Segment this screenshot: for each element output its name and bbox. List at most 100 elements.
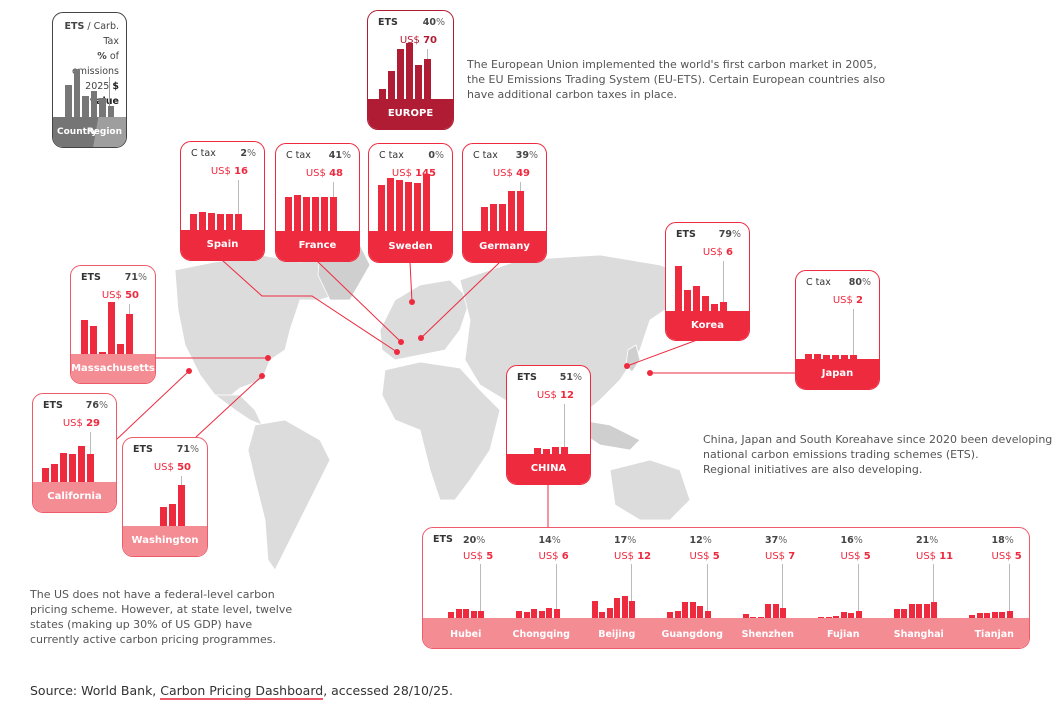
germany-label: Germany — [463, 231, 546, 262]
guangdong-price: US$ 5 — [690, 551, 720, 562]
europe-value-leader — [427, 49, 428, 60]
south-america — [247, 419, 331, 571]
washington-bar-1 — [160, 506, 167, 526]
source-link[interactable]: Carbon Pricing Dashboard — [160, 683, 324, 700]
sweden-pct-value: 0 — [428, 150, 435, 161]
france-price-value: 48 — [329, 168, 343, 179]
chongqing-bars — [423, 578, 1029, 618]
legend-year: 2025 — [85, 81, 113, 92]
china-bars — [507, 374, 590, 454]
beijing-pct-sign: % — [627, 535, 637, 546]
legend-pct-rest: of emissions — [71, 51, 119, 77]
chongqing-bar-6 — [553, 609, 560, 618]
washington-dot — [259, 373, 265, 379]
massachusetts-price: US$ 50 — [102, 290, 139, 301]
tianjan-emissions-share: 18% — [992, 535, 1014, 546]
california-box: ETS 76% US$ 29 California — [32, 393, 117, 513]
japan-pct-value: 80 — [848, 277, 862, 288]
sweden-dot — [409, 299, 415, 305]
tianjan-bar-5 — [999, 611, 1005, 618]
guangdong-pct-value: 12 — [689, 535, 703, 546]
hubei-value-leader — [480, 564, 481, 611]
africa — [381, 361, 501, 501]
shanghai-bar-3 — [908, 604, 915, 618]
china-bar-3 — [552, 446, 559, 454]
beijing-price-value: 12 — [637, 551, 652, 562]
california-bar-5 — [78, 445, 85, 482]
tianjan-bar-4 — [991, 611, 998, 618]
spain-currency: US$ — [210, 166, 235, 177]
spain-box: C tax 2% US$ 16 Spain — [180, 141, 265, 261]
massachusetts-currency: US$ — [101, 290, 126, 301]
fujian-bar-5 — [848, 612, 854, 618]
chongqing-bar-5 — [546, 607, 552, 618]
germany-bar-4 — [508, 190, 515, 231]
washington-scheme-type: ETS — [133, 444, 153, 455]
hubei-currency: US$ — [463, 551, 487, 562]
massachusetts-scheme-type: ETS — [81, 272, 101, 283]
europe-bar-1 — [379, 89, 386, 99]
france-bar-3 — [303, 196, 310, 231]
fujian-bar-2 — [825, 616, 832, 618]
france-connector — [316, 260, 402, 343]
tianjan-price-value: 5 — [1014, 551, 1022, 562]
massachusetts-pct-value: 71 — [124, 272, 138, 283]
tianjan-bar-1 — [969, 614, 975, 618]
europe-label: EUROPE — [368, 99, 453, 129]
shenzhen-bar-3 — [757, 617, 764, 618]
china-pct-value: 51 — [559, 372, 573, 383]
shenzhen-bar-6 — [780, 607, 786, 618]
tianjan-bar-6 — [1006, 610, 1013, 618]
guangdong-value-leader — [706, 564, 708, 611]
spain-value-leader — [238, 180, 239, 214]
tianjan-bar-2 — [976, 612, 983, 618]
chongqing-currency: US$ — [538, 551, 562, 562]
korea-pct-sign: % — [731, 229, 741, 240]
korea-price: US$ 6 — [703, 247, 733, 258]
hubei-price: US$ 5 — [463, 551, 493, 562]
asia-line: China, Japan and South Koreahave since 2… — [703, 433, 1053, 446]
washington-bars — [123, 446, 207, 526]
massachusetts-label: Massachusetts — [71, 354, 155, 383]
us-line: pricing scheme. However, at state level,… — [30, 603, 293, 616]
california-label: California — [33, 482, 116, 512]
us-line: The US does not have a federal-level car… — [30, 588, 275, 601]
beijing-value-leader — [631, 564, 632, 601]
korea-bars — [666, 231, 749, 311]
france-emissions-share: 41% — [329, 150, 351, 161]
korea-pct-value: 79 — [718, 229, 732, 240]
germany-pct-value: 39 — [515, 150, 529, 161]
fujian-bar-3 — [833, 615, 839, 618]
california-bars — [33, 402, 116, 482]
china-currency: US$ — [536, 390, 561, 401]
legend-value-leader — [109, 77, 110, 119]
europe-box: ETS 40% US$ 70 EUROPE — [367, 10, 454, 130]
japan-bar-6 — [850, 355, 857, 359]
sweden-box: C tax 0% US$ 145 Sweden — [368, 143, 453, 263]
chongqing-price-value: 6 — [561, 551, 569, 562]
tianjan-label: Tianjan — [974, 629, 1014, 640]
us-line: states (making up 30% of US GDP) have — [30, 618, 253, 631]
shanghai-price: US$ 11 — [916, 551, 953, 562]
shenzhen-bar-1 — [742, 614, 749, 618]
france-pct-value: 41 — [328, 150, 342, 161]
legend-bars — [53, 57, 126, 117]
france-dot — [398, 339, 404, 345]
fujian-bar-1 — [818, 616, 824, 618]
korea-box: ETS 79% US$ 6 Korea — [665, 222, 750, 341]
spain-bar-2 — [199, 212, 206, 230]
germany-emissions-share: 39% — [516, 150, 538, 161]
spain-bars — [181, 150, 264, 230]
germany-currency: US$ — [492, 168, 517, 179]
japan-bar-1 — [805, 354, 812, 359]
spain-dot — [394, 349, 400, 355]
washington-label: Washington — [123, 526, 207, 556]
hubei-bar-5 — [478, 610, 484, 618]
massachusetts-bars — [71, 274, 155, 354]
chongqing-bar-1 — [516, 610, 522, 618]
washington-connector — [195, 375, 263, 438]
germany-price: US$ 49 — [493, 168, 530, 179]
china-price-value: 12 — [560, 390, 574, 401]
washington-price-value: 50 — [177, 462, 191, 473]
